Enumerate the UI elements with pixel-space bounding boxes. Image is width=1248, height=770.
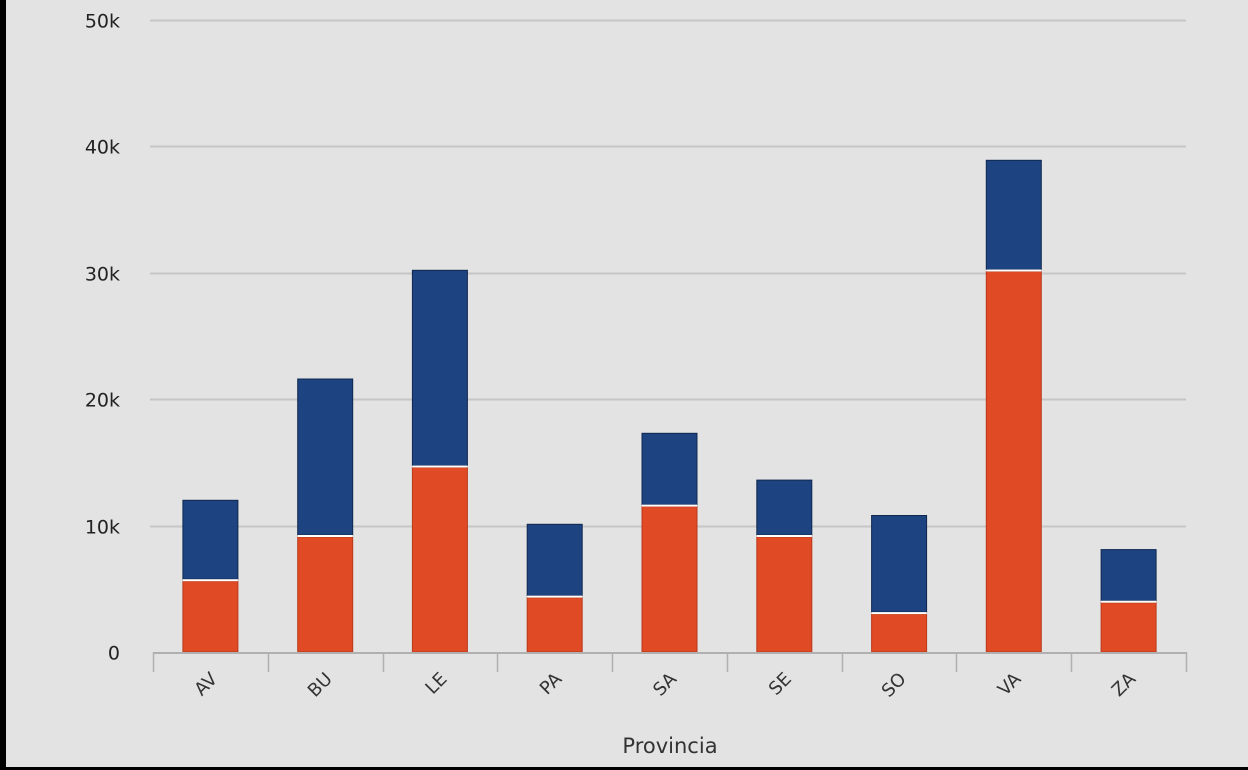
y-tick-label: 0: [108, 643, 120, 665]
x-tick-label: ZA: [1108, 668, 1141, 701]
chart-frame: 0 10k 20k 30k 40k 50k AV BU LE PA SA SE SO VA ZA Prov…: [6, 0, 1248, 767]
bar-segment-va-series-1: [985, 271, 1042, 653]
bar-segment-bu-series-1: [297, 536, 354, 653]
x-tick-label: AV: [190, 668, 222, 700]
y-tick-label: 50k: [85, 11, 120, 33]
bar-segment-le-series-1: [411, 467, 468, 653]
bar-separator: [642, 504, 697, 507]
x-tick-label: SO: [878, 669, 911, 702]
x-tick-label: BU: [304, 669, 337, 702]
bar-segment-se-series-2: [756, 479, 813, 536]
bar-segment-av-series-1: [182, 580, 239, 653]
bar-separator: [412, 465, 468, 468]
bar-segment-le-series-2: [411, 269, 468, 466]
x-axis-labels: AV BU LE PA SA SE SO VA ZA: [190, 668, 1140, 701]
y-tick-label: 20k: [85, 390, 120, 412]
x-tick-label: LE: [421, 669, 451, 699]
bar-segment-va-series-2: [985, 159, 1042, 270]
bar-segment-pa-series-1: [526, 597, 583, 653]
bar-segment-bu-series-2: [297, 378, 354, 536]
y-tick-label: 10k: [85, 517, 120, 539]
stacked-bar-chart: 0 10k 20k 30k 40k 50k AV BU LE PA SA SE SO VA ZA Prov…: [85, 11, 1188, 758]
bars: [182, 159, 1157, 653]
bar-separator: [986, 269, 1042, 272]
bar-separator: [527, 595, 583, 598]
bar-separator: [182, 579, 238, 582]
y-axis-ticks: 0 10k 20k 30k 40k 50k: [85, 11, 120, 665]
x-tick-label: VA: [994, 668, 1026, 700]
bar-segment-sa-series-2: [641, 432, 698, 506]
bar-segment-za-series-1: [1100, 602, 1157, 653]
bar-separator: [297, 535, 353, 537]
x-tick-label: PA: [536, 668, 567, 699]
x-axis-title: Provincia: [622, 734, 717, 758]
x-axis: [152, 652, 1188, 672]
bar-separator: [871, 612, 927, 615]
bar-segment-so-series-2: [871, 515, 928, 613]
bar-separator: [1101, 600, 1157, 603]
bar-segment-za-series-2: [1100, 549, 1157, 602]
x-tick-label: SA: [649, 668, 681, 700]
y-tick-label: 40k: [85, 137, 120, 159]
bar-segment-so-series-1: [871, 613, 928, 653]
bar-separator: [756, 535, 812, 537]
y-tick-label: 30k: [85, 264, 120, 286]
bar-segment-sa-series-1: [641, 506, 698, 653]
bar-segment-se-series-1: [756, 536, 813, 653]
bar-segment-pa-series-2: [526, 523, 583, 597]
bar-segment-av-series-2: [182, 499, 239, 580]
x-tick-label: SE: [765, 669, 796, 700]
